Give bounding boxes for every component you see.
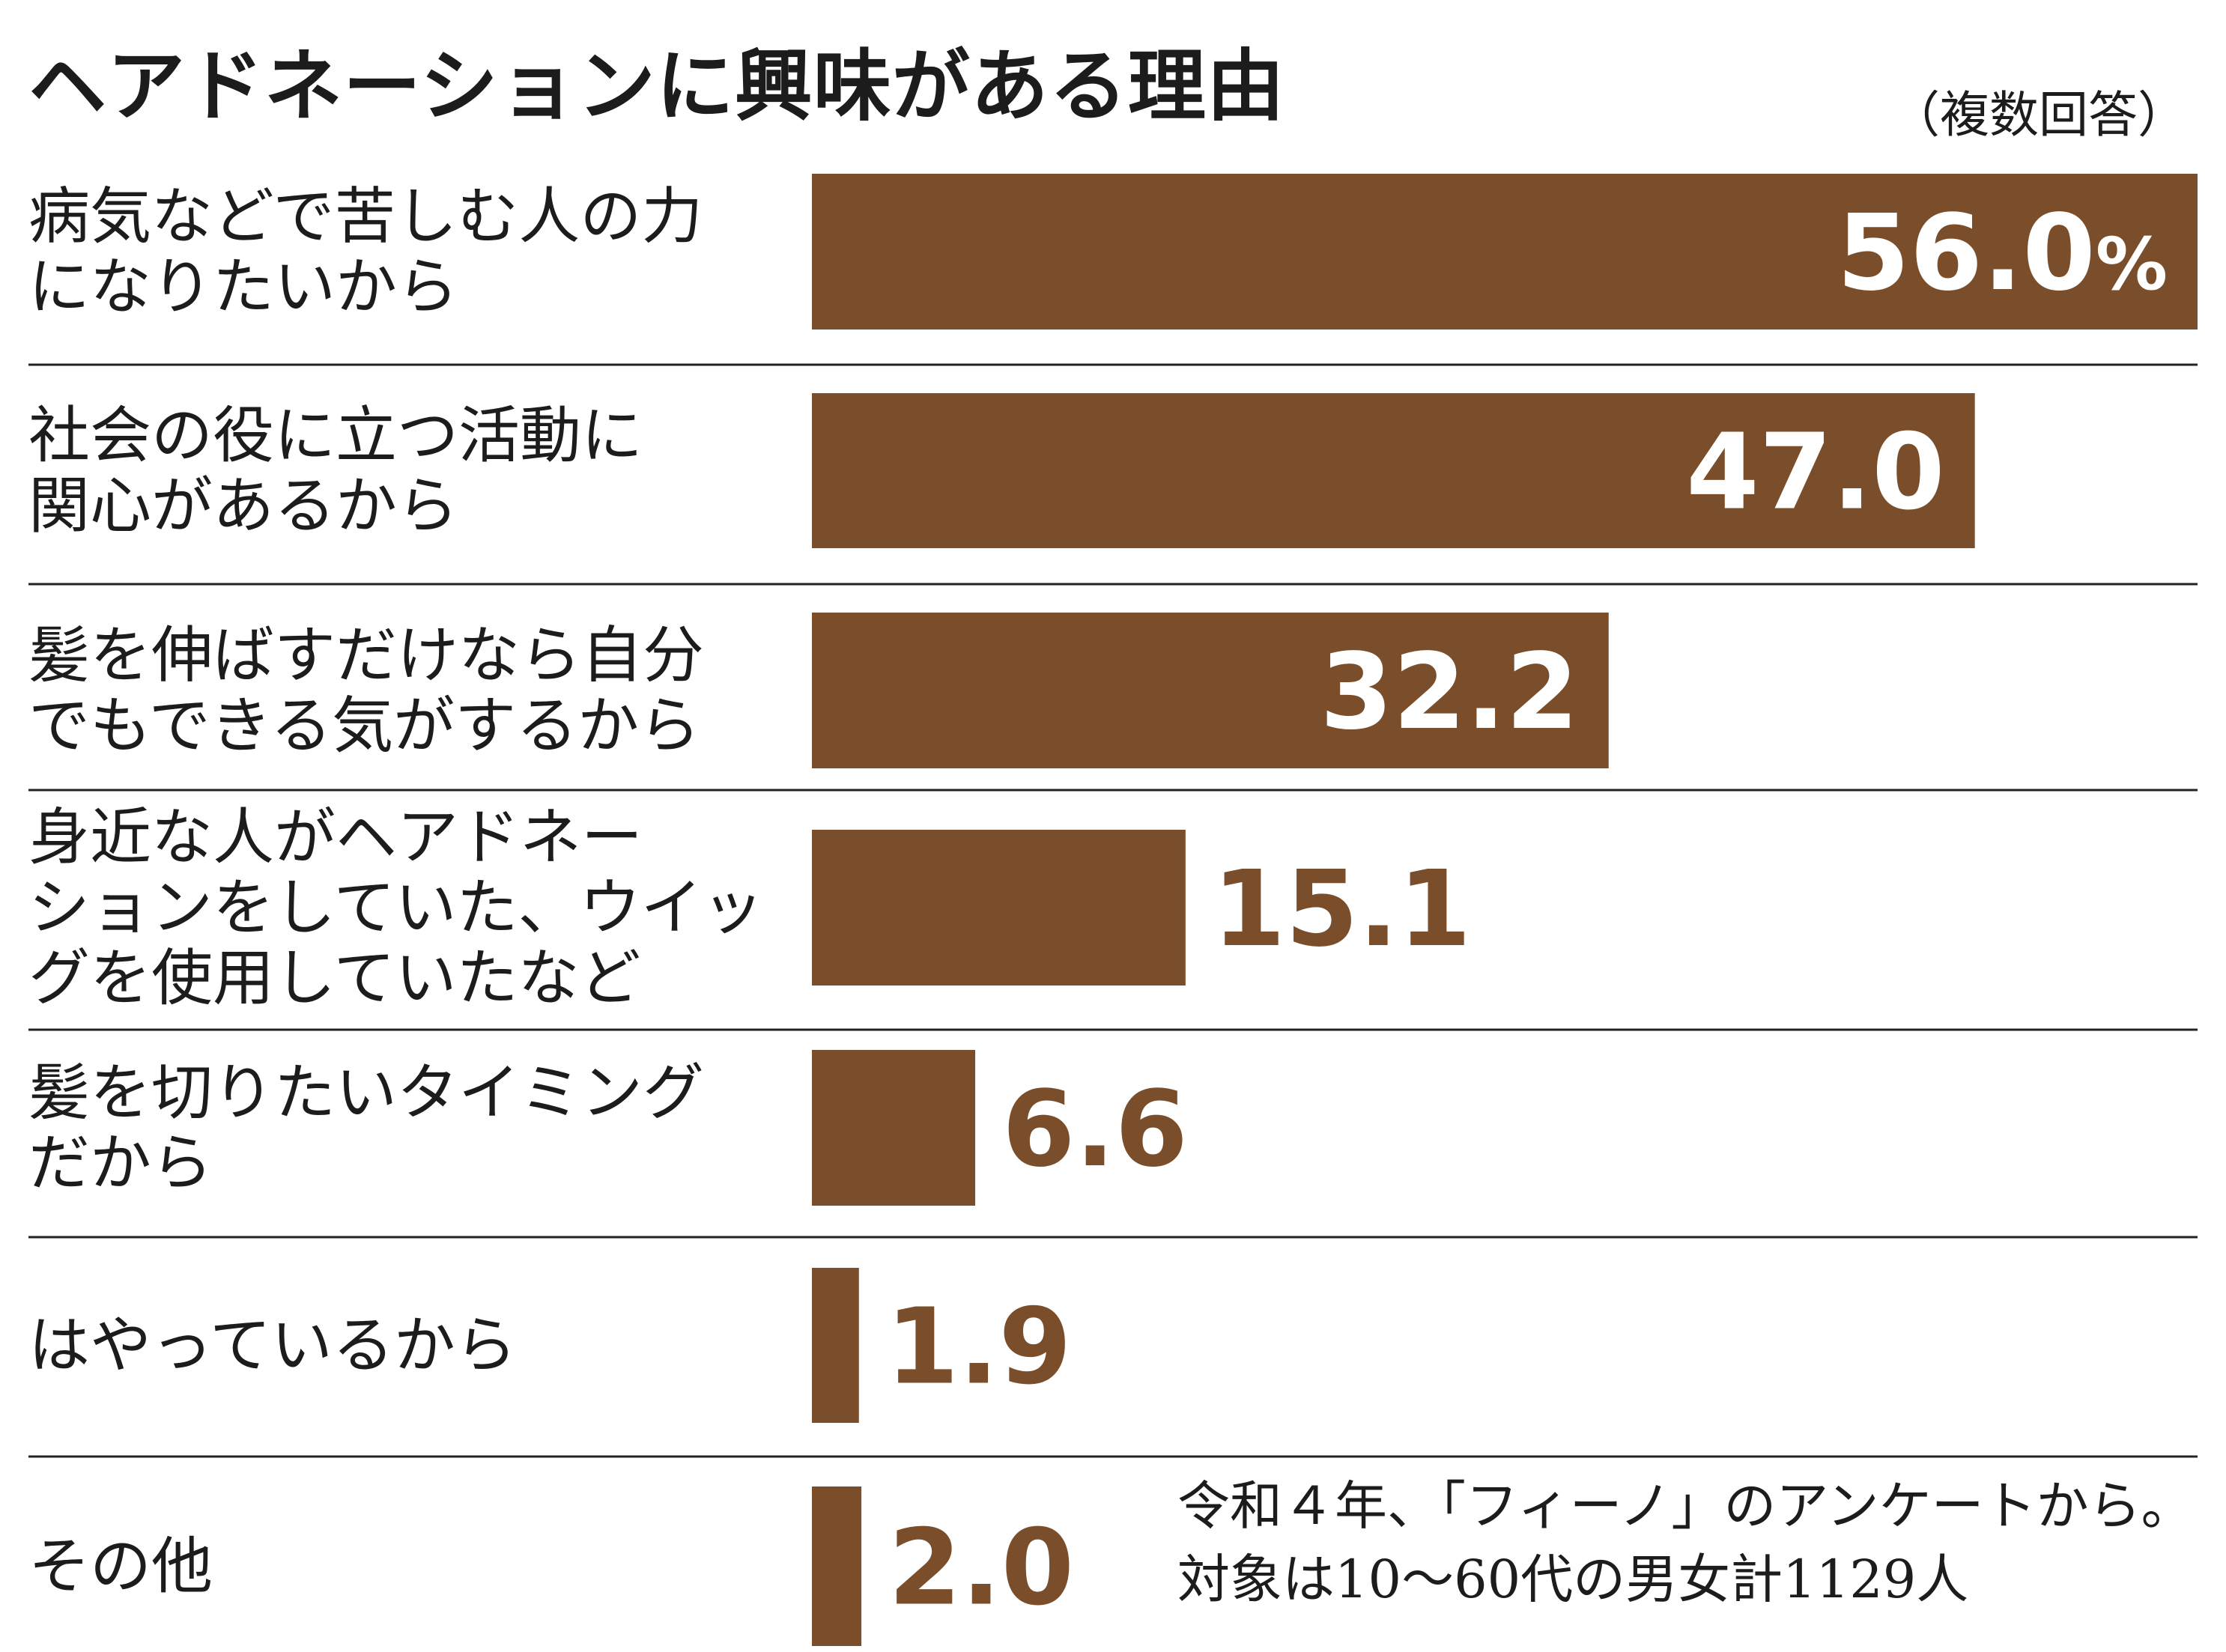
category-label: 髪を切りたいタイミング	[28, 1057, 704, 1129]
category-label: だから	[28, 1128, 213, 1199]
value-label: 6.6	[1002, 1069, 1188, 1191]
value-label: 1.9	[886, 1287, 1072, 1409]
value-label: 15.1	[1213, 848, 1471, 971]
chart-title: ヘアドネーションに興味がある理由	[28, 40, 1285, 132]
multiple-answer-note: （複数回答）	[1890, 86, 2187, 144]
bar	[812, 1268, 859, 1423]
category-label: でもできる気がするから	[28, 690, 700, 762]
category-label: 病気などで苦しむ人の力	[28, 181, 703, 252]
category-label: ションをしていた、ウイッ	[28, 872, 764, 944]
category-label: 社会の役に立つ活動に	[28, 401, 643, 472]
bar	[812, 393, 1975, 548]
source-note: 令和４年、「フィーノ」のアンケートから。 対象は10〜60代の男女計1129人	[1177, 1469, 2194, 1616]
bar	[812, 1487, 862, 1646]
bar	[812, 613, 1609, 768]
bar	[812, 1050, 976, 1206]
category-label: グを使用していたなど	[28, 943, 641, 1014]
source-line-2: 対象は10〜60代の男女計1129人	[1177, 1549, 1969, 1610]
category-label: 身近な人がヘアドネー	[28, 802, 643, 873]
value-label: 32.2	[1320, 631, 1578, 753]
category-label: 髪を伸ばすだけなら自分	[28, 620, 704, 691]
bar	[812, 174, 2198, 330]
category-label: になりたいから	[28, 252, 458, 323]
source-line-1: 令和４年、「フィーノ」のアンケートから。	[1177, 1475, 2194, 1537]
category-label: その他	[28, 1531, 213, 1603]
category-label: はやっているから	[28, 1311, 517, 1382]
bar	[812, 830, 1186, 986]
value-label: 2.0	[888, 1507, 1074, 1630]
percent-sign: %	[2096, 222, 2168, 306]
value-label: 47.0	[1686, 412, 1944, 534]
category-label: 関心があるから	[28, 471, 458, 542]
